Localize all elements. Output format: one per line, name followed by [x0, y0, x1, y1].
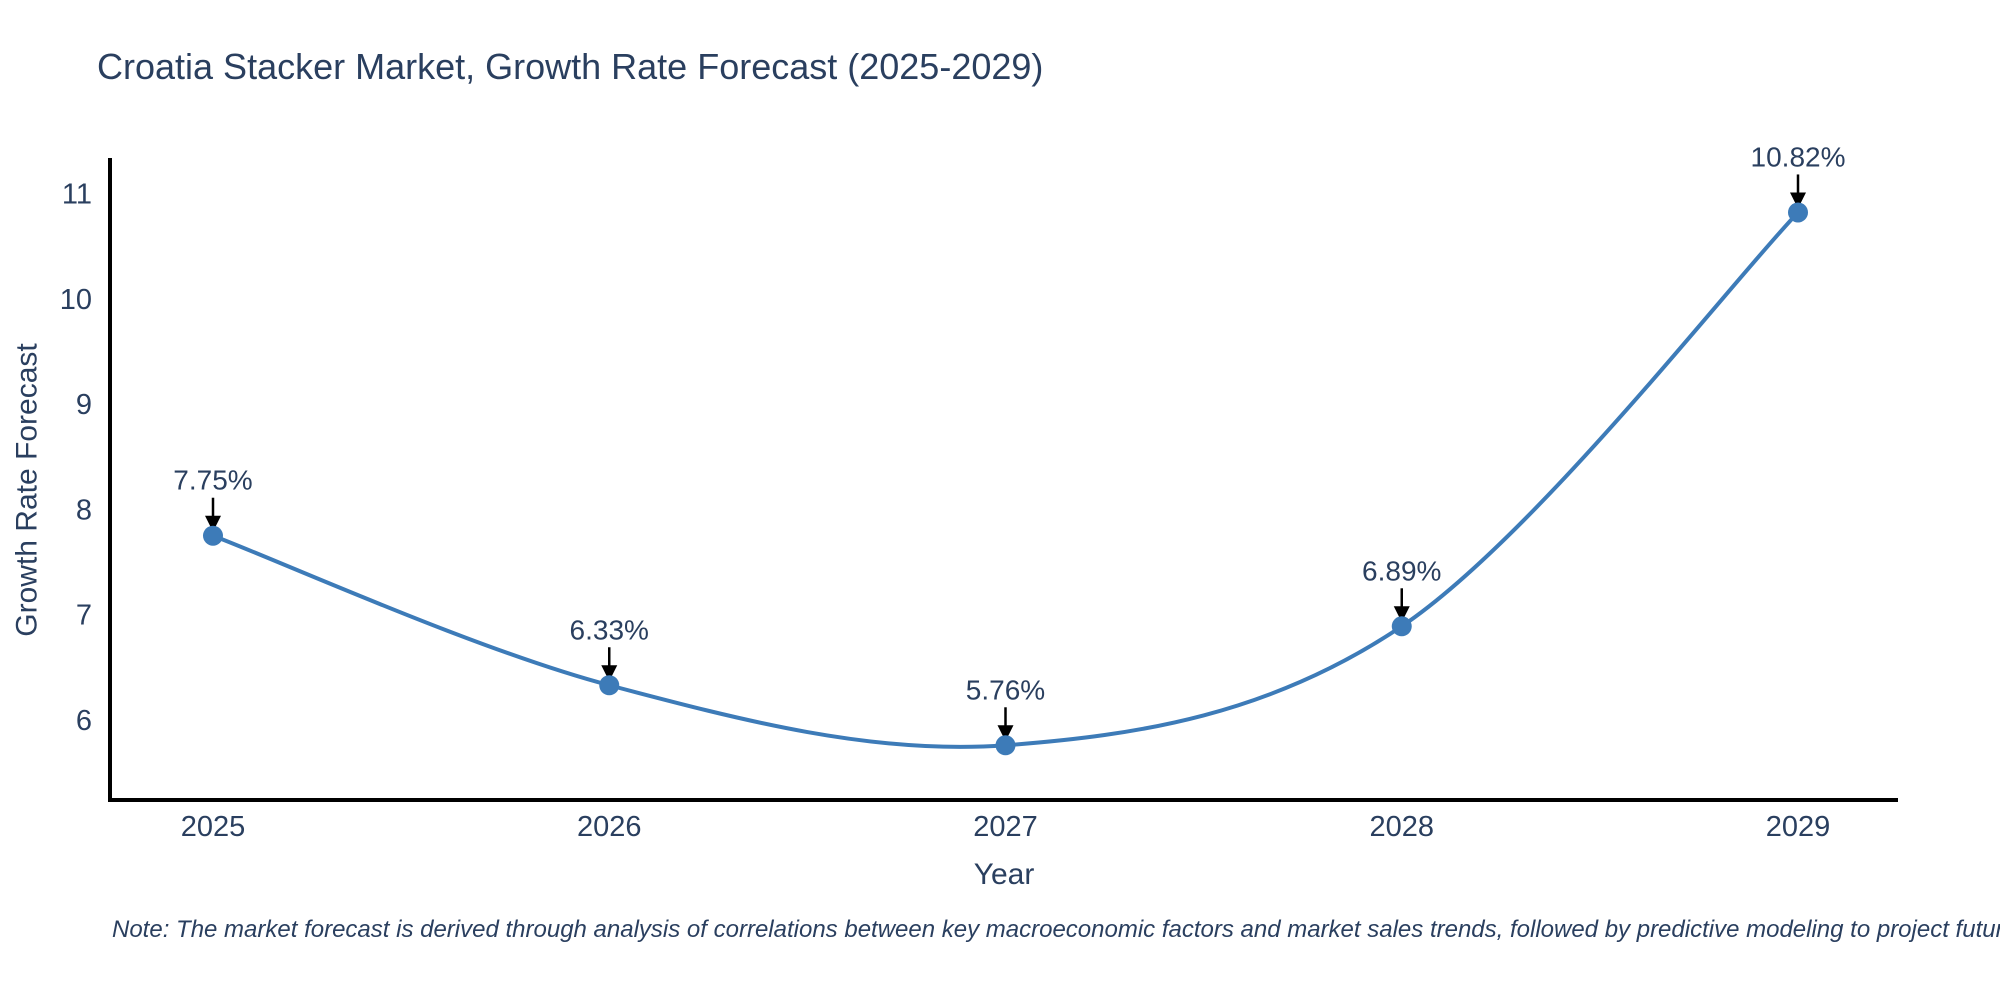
annotation-arrowhead: [205, 515, 221, 532]
footnote: Note: The market forecast is derived thr…: [112, 916, 2000, 943]
annotation-arrowhead: [601, 665, 618, 682]
y-tick-label: 6: [76, 705, 92, 737]
data-point[interactable]: [1391, 616, 1412, 637]
y-tick-label: 10: [60, 284, 92, 316]
data-point[interactable]: [1788, 202, 1808, 223]
y-tick-label: 7: [76, 600, 92, 632]
data-point[interactable]: [203, 525, 223, 546]
x-tick-label: 2025: [181, 811, 246, 843]
annotation-arrowhead: [1393, 606, 1410, 623]
x-tick-label: 2029: [1766, 811, 1831, 843]
y-tick-label: 11: [62, 179, 92, 211]
data-point[interactable]: [995, 735, 1016, 756]
x-tick-label: 2028: [1369, 811, 1434, 843]
y-axis-title: Growth Rate Forecast: [11, 343, 44, 637]
trend-line: [211, 210, 1800, 749]
point-annotation: 10.82%: [1751, 141, 1846, 172]
point-annotation: 6.33%: [570, 614, 649, 645]
x-tick-label: 2026: [577, 811, 642, 843]
y-tick-label: 8: [76, 494, 92, 526]
x-axis-title: Year: [974, 858, 1035, 891]
point-annotation: 6.89%: [1362, 555, 1441, 586]
annotation-arrowhead: [997, 725, 1014, 742]
point-annotation: 5.76%: [966, 674, 1045, 705]
x-tick-label: 2027: [973, 811, 1038, 843]
y-tick-label: 9: [76, 389, 92, 421]
point-annotation: 7.75%: [173, 465, 252, 496]
data-point[interactable]: [599, 675, 620, 696]
annotation-arrowhead: [1790, 192, 1806, 209]
chart-title: Croatia Stacker Market, Growth Rate Fore…: [97, 46, 1044, 87]
